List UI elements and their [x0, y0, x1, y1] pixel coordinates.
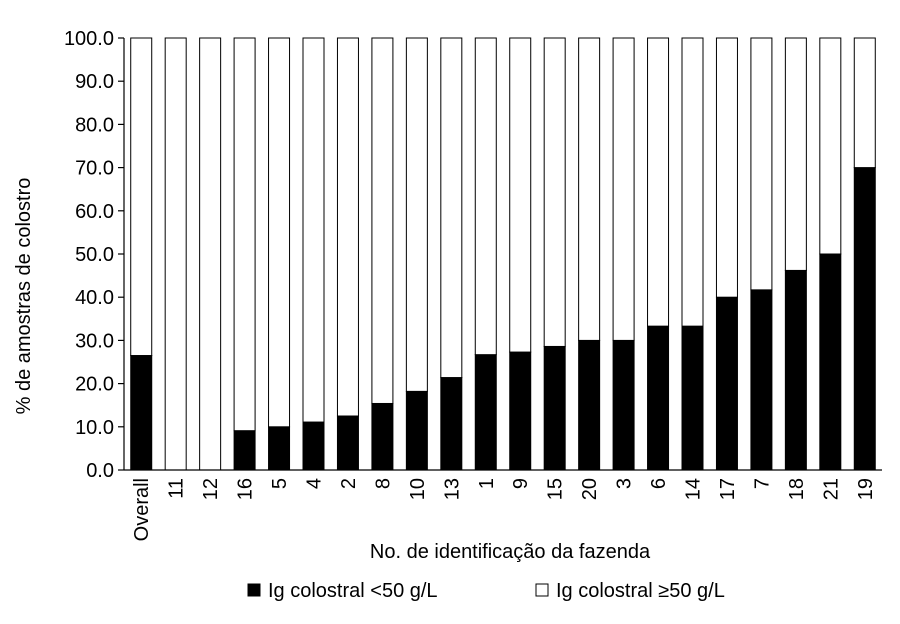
- x-tick-label: 14: [683, 478, 705, 500]
- x-tick-label: 5: [269, 478, 291, 489]
- bar-segment-below-50: [130, 355, 153, 471]
- y-tick-label: 30.0: [75, 330, 114, 352]
- bar-segment-below-50: [233, 430, 256, 471]
- x-tick-label: 8: [372, 478, 394, 489]
- bar-segment-below-50: [268, 426, 291, 471]
- bar-segment-above-50: [509, 37, 532, 353]
- bar-segment-below-50: [819, 253, 842, 471]
- bar-segment-below-50: [371, 402, 394, 471]
- y-tick-label: 40.0: [75, 287, 114, 309]
- legend-label: Ig colostral ≥50 g/L: [556, 580, 725, 602]
- x-tick-label: 13: [441, 478, 463, 500]
- bar-segment-above-50: [474, 37, 497, 356]
- bar-segment-below-50: [784, 269, 807, 471]
- x-tick-label: 17: [717, 478, 739, 500]
- bar-segment-above-50: [543, 37, 566, 347]
- bar-segment-above-50: [681, 37, 704, 327]
- x-tick-label: 21: [820, 478, 842, 500]
- x-axis-title: No. de identificação da fazenda: [370, 541, 651, 563]
- bar-segment-above-50: [233, 37, 256, 432]
- y-tick-label: 100.0: [64, 28, 114, 50]
- bar-segment-below-50: [578, 339, 601, 471]
- bar-segment-above-50: [647, 37, 670, 327]
- bar-segment-below-50: [440, 377, 463, 471]
- legend-label: Ig colostral <50 g/L: [268, 580, 438, 602]
- y-axis: 0.0 10.0 20.0 30.0 40.0 50.0 60.0 70.0 80.0 90.0 1…: [64, 28, 125, 482]
- legend-swatch: [535, 583, 549, 597]
- bar-segment-above-50: [268, 37, 291, 428]
- plot-area: [130, 37, 876, 471]
- y-tick-label: 70.0: [75, 158, 114, 180]
- bar-segment-above-50: [853, 37, 876, 169]
- x-axis: Overall 11 12 16 5 4 2 8 10 13 1 9 15 20 3 6 14 17 7 18 21 19: [124, 469, 882, 541]
- bar-segment-below-50: [681, 325, 704, 471]
- bar-segment-above-50: [784, 37, 807, 271]
- bar-segment-below-50: [474, 354, 497, 471]
- x-tick-label: 2: [338, 478, 360, 489]
- x-tick-label: 9: [510, 478, 532, 489]
- x-tick-label: 20: [579, 478, 601, 500]
- x-tick-label: 16: [235, 478, 257, 500]
- y-tick-label: 60.0: [75, 201, 114, 223]
- bar-segment-above-50: [440, 37, 463, 379]
- x-tick-label: Overall: [131, 478, 153, 541]
- bar-segment-above-50: [750, 37, 773, 291]
- bar-segment-below-50: [612, 339, 635, 471]
- legend: Ig colostral <50 g/L Ig colostral ≥50 g/L: [247, 580, 725, 602]
- bar-segment-above-50: [819, 37, 842, 255]
- x-tick-label: 18: [786, 478, 808, 500]
- y-tick-label: 50.0: [75, 244, 114, 266]
- bar-segment-above-50: [164, 37, 187, 471]
- bar-segment-above-50: [336, 37, 359, 417]
- bar-segment-below-50: [543, 345, 566, 471]
- bar-segment-below-50: [405, 390, 428, 471]
- y-tick-label: 80.0: [75, 114, 114, 136]
- bar-segment-below-50: [509, 351, 532, 471]
- bar-segment-above-50: [302, 37, 325, 423]
- y-tick-label: 10.0: [75, 417, 114, 439]
- x-tick-label: 6: [648, 478, 670, 489]
- bar-segment-below-50: [715, 296, 738, 471]
- bar-segment-below-50: [750, 289, 773, 471]
- x-tick-label: 3: [614, 478, 636, 489]
- x-tick-label: 11: [166, 478, 188, 499]
- bar-segment-above-50: [715, 37, 738, 298]
- legend-swatch: [247, 583, 261, 597]
- x-tick-label: 1: [476, 478, 498, 489]
- x-tick-label: 10: [407, 478, 429, 500]
- y-axis-title: % de amostras de colostro: [13, 178, 35, 415]
- x-tick-label: 19: [855, 478, 877, 500]
- bar-segment-above-50: [371, 37, 394, 404]
- bar-segment-above-50: [130, 37, 153, 357]
- y-tick-label: 20.0: [75, 374, 114, 396]
- bar-segment-below-50: [647, 325, 670, 471]
- x-tick-label: 4: [304, 478, 326, 489]
- bar-segment-below-50: [853, 167, 876, 471]
- bar-segment-above-50: [578, 37, 601, 341]
- x-tick-label: 15: [545, 478, 567, 500]
- x-tick-label: 7: [751, 478, 773, 489]
- bar-segment-above-50: [612, 37, 635, 341]
- y-tick-label: 0.0: [86, 460, 114, 482]
- y-tick-label: 90.0: [75, 71, 114, 93]
- bar-segment-below-50: [336, 415, 359, 471]
- bar-segment-above-50: [199, 37, 222, 471]
- x-tick-label: 12: [200, 478, 222, 500]
- bar-segment-below-50: [302, 421, 325, 471]
- bar-segment-above-50: [405, 37, 428, 392]
